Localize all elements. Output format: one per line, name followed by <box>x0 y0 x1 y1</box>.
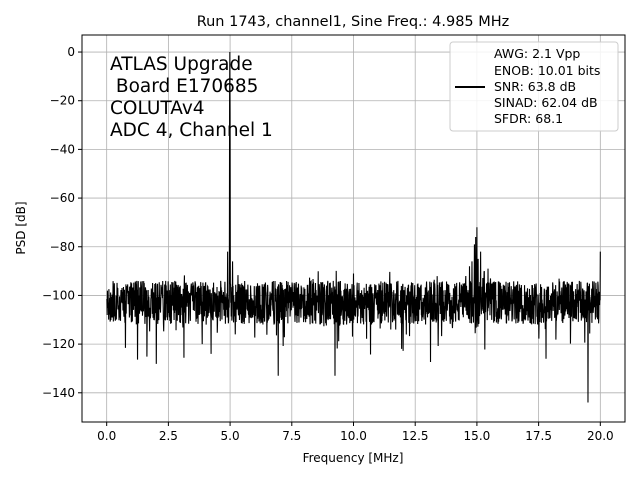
y-tick-label: −120 <box>42 337 75 351</box>
x-tick-label: 12.5 <box>402 429 429 443</box>
x-axis-label: Frequency [MHz] <box>303 451 404 465</box>
y-tick-label: −80 <box>50 240 75 254</box>
legend-line-2: ENOB: 10.01 bits <box>494 63 600 78</box>
x-tick-label: 7.5 <box>282 429 301 443</box>
x-tick-label: 0.0 <box>97 429 116 443</box>
chart-title: Run 1743, channel1, Sine Freq.: 4.985 MH… <box>197 14 510 30</box>
annotation-line-4: ADC 4, Channel 1 <box>110 120 273 141</box>
x-axis-ticks: 0.0 2.5 5.0 7.5 10.0 12.5 15.0 17.5 20.0 <box>97 422 614 443</box>
legend-line-1: AWG: 2.1 Vpp <box>494 46 580 61</box>
x-tick-label: 20.0 <box>587 429 614 443</box>
x-tick-label: 2.5 <box>159 429 178 443</box>
x-tick-label: 17.5 <box>525 429 552 443</box>
grid-lines <box>82 35 625 422</box>
annotation-line-1: ATLAS Upgrade <box>110 54 253 75</box>
legend-line-5: SFDR: 68.1 <box>494 111 563 126</box>
annotation-box: ATLAS Upgrade Board E170685 COLUTAv4 ADC… <box>110 54 273 141</box>
legend-line-4: SINAD: 62.04 dB <box>494 95 598 110</box>
y-axis-label: PSD [dB] <box>14 201 28 254</box>
plot-area <box>106 52 601 403</box>
y-tick-label: −140 <box>42 386 75 400</box>
y-tick-label: −100 <box>42 288 75 302</box>
annotation-line-3: COLUTAv4 <box>110 98 205 119</box>
x-tick-label: 10.0 <box>340 429 367 443</box>
y-tick-label: −60 <box>50 191 75 205</box>
legend: AWG: 2.1 Vpp ENOB: 10.01 bits SNR: 63.8 … <box>449 41 619 132</box>
psd-trace-line <box>106 52 601 403</box>
y-tick-label: −20 <box>50 94 75 108</box>
annotation-line-2: Board E170685 <box>110 76 258 97</box>
x-tick-label: 5.0 <box>221 429 240 443</box>
legend-line-3: SNR: 63.8 dB <box>494 79 576 94</box>
x-tick-label: 15.0 <box>464 429 491 443</box>
y-tick-label: 0 <box>67 45 75 59</box>
y-axis-ticks: 0 −20 −40 −60 −80 −100 −120 −140 <box>42 45 82 400</box>
y-tick-label: −40 <box>50 142 75 156</box>
legend-box <box>449 41 619 132</box>
